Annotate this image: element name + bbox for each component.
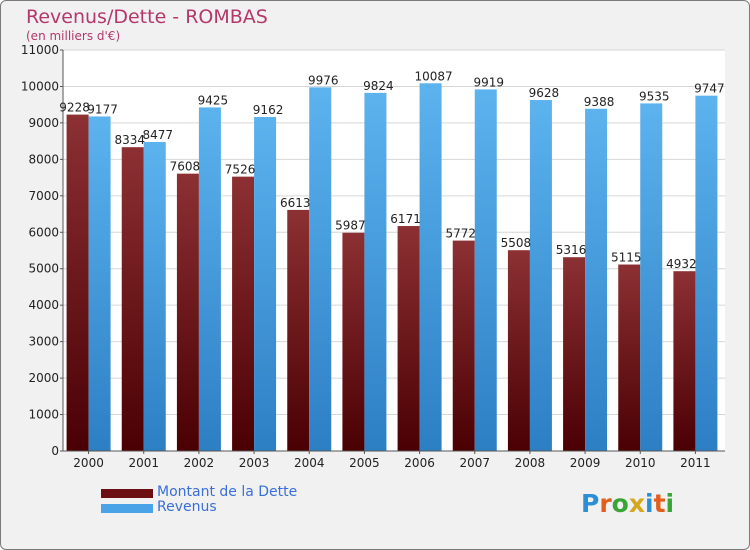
bar-debt — [287, 209, 310, 451]
data-label-debt: 9228 — [59, 101, 90, 115]
data-label-revenus: 9388 — [584, 95, 615, 109]
bar-debt — [507, 250, 530, 451]
data-label-debt: 5316 — [556, 243, 587, 257]
x-tick-label: 2011 — [680, 456, 711, 470]
data-label-revenus: 8477 — [142, 128, 173, 142]
x-tick-label: 2007 — [459, 456, 490, 470]
logo-letter: t — [653, 489, 666, 518]
bar-debt — [66, 114, 89, 451]
data-label-debt: 6613 — [280, 196, 311, 210]
data-label-revenus: 9425 — [198, 93, 229, 107]
legend-label-debt: Montant de la Dette — [157, 484, 298, 500]
bar-revenus — [364, 92, 387, 451]
data-label-debt: 7526 — [225, 163, 256, 177]
data-label-revenus: 9824 — [363, 79, 394, 93]
x-tick-label: 2006 — [404, 456, 435, 470]
logo-letter: o — [611, 489, 629, 518]
data-label-revenus: 9177 — [87, 102, 118, 116]
y-tick-label: 5000 — [28, 262, 59, 276]
y-tick-label: 0 — [51, 444, 59, 458]
y-tick-label: 7000 — [28, 189, 59, 203]
y-tick-label: 3000 — [28, 335, 59, 349]
x-tick-label: 2008 — [515, 456, 546, 470]
y-tick-label: 6000 — [28, 225, 59, 239]
chart-title: Revenus/Dette - ROMBAS — [26, 6, 268, 28]
bar-debt — [232, 176, 255, 451]
x-tick-label: 2001 — [128, 456, 159, 470]
data-label-debt: 5508 — [501, 236, 532, 250]
x-tick-label: 2003 — [239, 456, 270, 470]
bar-revenus — [585, 108, 608, 452]
chart-subtitle: (en milliers d'€) — [26, 29, 121, 43]
bar-debt — [121, 147, 144, 452]
legend-swatch-debt — [101, 489, 153, 498]
bar-revenus — [419, 83, 442, 452]
bar-debt — [342, 232, 365, 451]
bar-debt — [673, 271, 696, 451]
bar-debt — [452, 240, 475, 451]
bar-revenus — [254, 117, 277, 452]
legend-label-revenus: Revenus — [157, 499, 217, 515]
data-label-debt: 8334 — [114, 133, 145, 147]
bar-debt — [618, 264, 641, 451]
y-tick-label: 4000 — [28, 298, 59, 312]
x-tick-label: 2000 — [73, 456, 104, 470]
data-label-debt: 5115 — [611, 251, 642, 265]
bar-revenus — [695, 95, 718, 451]
y-tick-label: 10000 — [21, 79, 59, 93]
x-tick-label: 2004 — [294, 456, 325, 470]
data-label-revenus: 9976 — [308, 73, 339, 87]
plot-area — [63, 50, 725, 451]
y-tick-label: 8000 — [28, 152, 59, 166]
logo-letter: i — [665, 489, 675, 518]
data-label-debt: 6171 — [390, 212, 421, 226]
data-label-debt: 5987 — [335, 219, 366, 233]
data-label-revenus: 9535 — [639, 89, 670, 103]
data-label-revenus: 9919 — [473, 75, 504, 89]
bar-revenus — [143, 141, 166, 451]
x-tick-label: 2002 — [184, 456, 215, 470]
bar-revenus — [198, 107, 221, 452]
logo-letter: i — [645, 489, 654, 518]
logo-letter: x — [628, 489, 645, 518]
data-label-revenus: 10087 — [414, 69, 452, 83]
x-tick-label: 2005 — [349, 456, 380, 470]
bar-debt — [176, 173, 199, 452]
bar-revenus — [529, 100, 552, 452]
bar-revenus — [88, 116, 111, 451]
data-label-debt: 4932 — [666, 257, 697, 271]
bar-revenus — [309, 87, 332, 451]
y-tick-label: 2000 — [28, 371, 59, 385]
y-tick-label: 11000 — [21, 43, 59, 57]
data-label-revenus: 9747 — [694, 82, 725, 96]
legend-swatch-revenus — [101, 504, 153, 513]
logo-letter: P — [581, 489, 600, 518]
y-tick-label: 1000 — [28, 408, 59, 422]
x-tick-label: 2009 — [570, 456, 601, 470]
data-label-debt: 7608 — [170, 160, 201, 174]
data-label-revenus: 9162 — [253, 103, 284, 117]
x-tick-label: 2010 — [625, 456, 656, 470]
data-label-debt: 5772 — [445, 227, 476, 241]
proxiti-logo: Proxiti — [581, 489, 674, 518]
logo-letter: r — [599, 489, 612, 518]
bar-debt — [563, 257, 586, 451]
bar-revenus — [640, 103, 663, 451]
y-tick-label: 9000 — [28, 116, 59, 130]
bar-revenus — [474, 89, 497, 452]
data-label-revenus: 9628 — [529, 86, 560, 100]
bar-debt — [397, 226, 420, 451]
